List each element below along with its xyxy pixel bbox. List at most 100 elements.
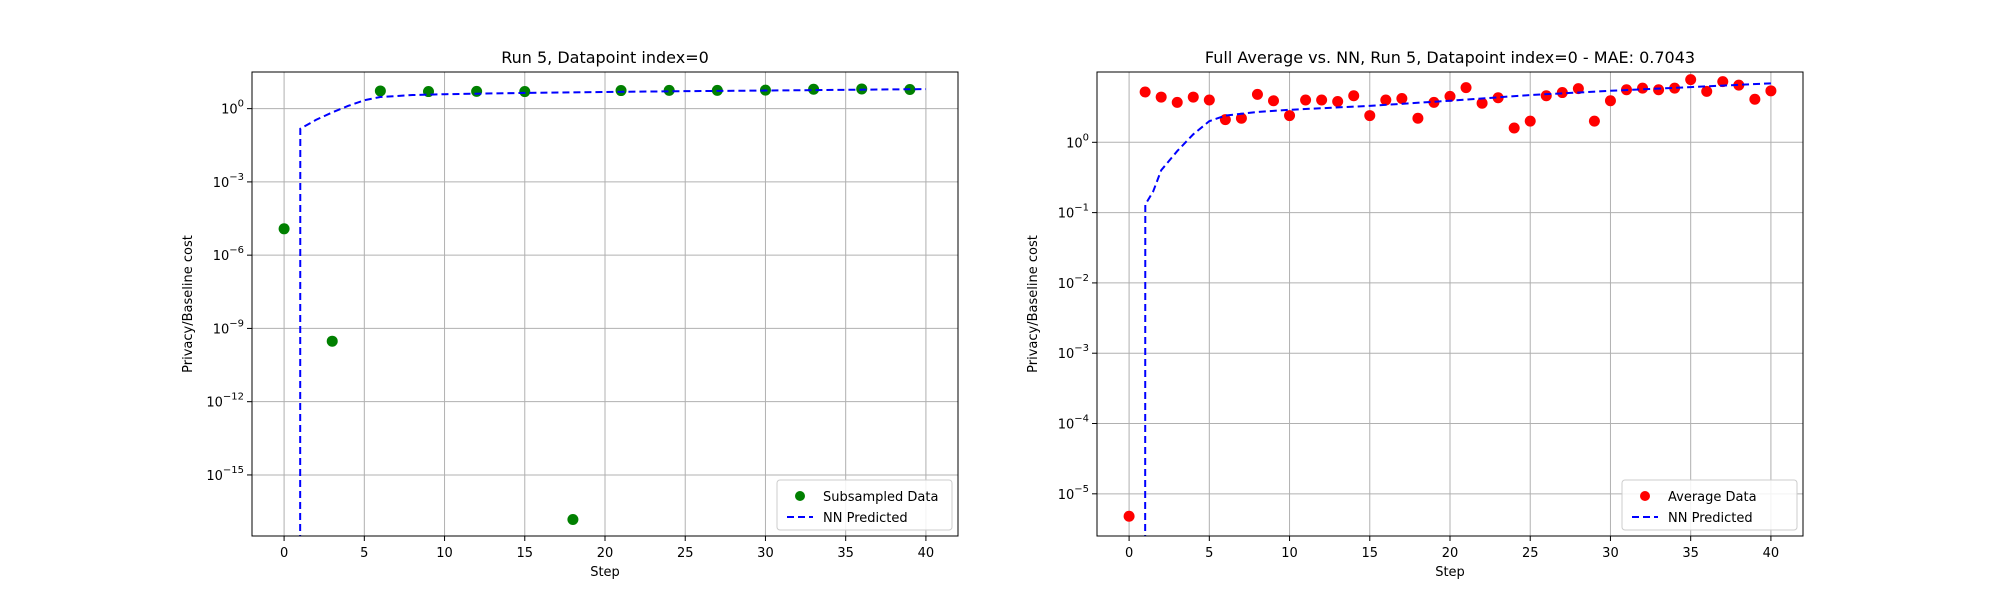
data-point — [278, 223, 290, 235]
data-point — [1701, 85, 1713, 97]
data-point — [1300, 94, 1312, 106]
x-tick-label: 25 — [1522, 546, 1539, 561]
data-point — [567, 513, 579, 525]
data-point — [1428, 96, 1440, 108]
data-point — [1492, 92, 1504, 104]
x-tick-label: 10 — [436, 546, 453, 561]
y-axis-label: Privacy/Baseline cost — [1026, 235, 1041, 373]
data-point — [615, 85, 627, 97]
data-point — [1685, 74, 1697, 86]
series-line-nn-predicted — [1144, 82, 1771, 536]
data-point — [1268, 95, 1279, 107]
x-tick-label: 15 — [1361, 546, 1378, 561]
x-tick-label: 0 — [1125, 546, 1133, 561]
legend-label: NN Predicted — [823, 511, 908, 526]
data-point — [1444, 90, 1456, 102]
x-tick-label: 20 — [597, 546, 614, 561]
series-line-nn-predicted — [299, 88, 926, 536]
y-tick-label: 100 — [1066, 132, 1089, 151]
data-point — [1540, 90, 1552, 102]
x-tick-label: 30 — [757, 546, 774, 561]
x-axis-label: Step — [590, 565, 620, 580]
data-point — [1653, 84, 1665, 96]
data-point — [1733, 79, 1745, 91]
data-point — [1364, 110, 1376, 122]
y-tick-label: 10−5 — [1058, 484, 1089, 503]
data-point — [1219, 114, 1231, 126]
data-point — [1316, 94, 1328, 106]
plot-area — [278, 83, 926, 536]
legend: Subsampled Data NN Predicted — [776, 479, 953, 531]
y-axis-label: Privacy/Baseline cost — [181, 235, 196, 373]
y-tick-label: 10−15 — [206, 465, 244, 484]
data-point — [1637, 82, 1649, 94]
data-point — [1380, 94, 1392, 106]
chart-title: Run 5, Datapoint index=0 — [501, 48, 709, 67]
chart-right: 0 5 10 15 20 25 30 35 40 100 10−1 10−2 10−3 10−4 10−5 F… — [1026, 48, 1804, 580]
data-point — [1508, 122, 1520, 134]
x-axis-label: Step — [1435, 565, 1465, 580]
y-tick-label: 10−3 — [1058, 343, 1089, 362]
axes-frame — [1096, 71, 1804, 537]
data-point — [1251, 88, 1263, 100]
x-tick-label: 25 — [677, 546, 694, 561]
y-tick-label: 10−9 — [213, 318, 244, 337]
y-tick-label: 10−3 — [213, 172, 244, 191]
x-tick-label: 40 — [918, 546, 935, 561]
data-point — [1155, 91, 1167, 103]
y-tick-label: 10−6 — [213, 245, 244, 264]
data-point — [1604, 95, 1616, 107]
data-point — [1556, 87, 1568, 99]
plot-area — [1123, 74, 1777, 536]
data-point — [1123, 510, 1135, 522]
data-point — [1171, 96, 1183, 108]
data-point — [1476, 97, 1488, 109]
data-point — [1235, 112, 1247, 124]
data-point — [1524, 115, 1536, 127]
legend-swatch-marker — [1640, 491, 1650, 501]
x-tick-label: 30 — [1602, 546, 1619, 561]
x-tick-label: 0 — [280, 546, 288, 561]
legend-label: Average Data — [1668, 490, 1757, 505]
legend-box — [776, 479, 953, 531]
x-tick-label: 35 — [837, 546, 854, 561]
y-tick-label: 100 — [221, 99, 244, 118]
data-point — [519, 86, 531, 98]
data-point — [471, 85, 483, 97]
data-point — [1717, 76, 1729, 88]
data-point — [1332, 96, 1344, 108]
x-tick-label: 15 — [516, 546, 533, 561]
data-point — [1284, 110, 1296, 122]
data-point — [1412, 112, 1424, 124]
data-point — [1588, 115, 1600, 127]
data-point — [1765, 85, 1777, 97]
data-point — [1460, 82, 1472, 94]
data-point — [663, 84, 675, 96]
data-point — [326, 335, 338, 347]
y-tick-label: 10−1 — [1058, 203, 1089, 222]
axes-frame — [251, 71, 959, 537]
legend-swatch-marker — [795, 491, 805, 501]
x-tick-label: 40 — [1763, 546, 1780, 561]
x-tick-label: 20 — [1442, 546, 1459, 561]
x-tick-label: 5 — [360, 546, 368, 561]
data-point — [1139, 86, 1151, 98]
legend-label: NN Predicted — [1668, 511, 1753, 526]
chart-title: Full Average vs. NN, Run 5, Datapoint in… — [1205, 48, 1695, 67]
y-tick-label: 10−4 — [1058, 414, 1089, 433]
legend-label: Subsampled Data — [823, 490, 938, 505]
x-tick-label: 35 — [1682, 546, 1699, 561]
data-point — [1669, 82, 1681, 94]
legend: Average Data NN Predicted — [1621, 479, 1798, 531]
data-point — [374, 85, 386, 97]
data-point — [1203, 94, 1215, 106]
y-tick-label: 10−12 — [206, 392, 244, 411]
data-point — [1396, 92, 1408, 104]
data-point — [1749, 93, 1761, 105]
x-tick-label: 10 — [1281, 546, 1298, 561]
data-point — [1187, 91, 1199, 103]
chart-left: 0 5 10 15 20 25 30 35 40 100 10−3 10−6 10−9 10−12 10−1… — [181, 48, 959, 580]
x-tick-label: 5 — [1205, 546, 1213, 561]
legend-box — [1621, 479, 1798, 531]
